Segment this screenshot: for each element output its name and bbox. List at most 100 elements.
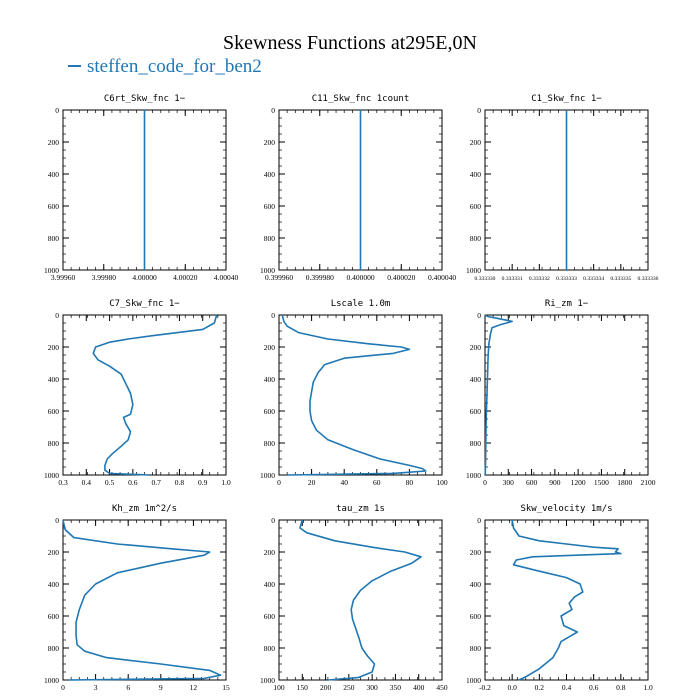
y-tick-label: 0 (55, 106, 59, 115)
plot-panel-3: C7_Skw_fnc 1− 0.3 0.4 0.5 0.6 0.7 0.8 0.9 1.0 0 20… (44, 299, 231, 487)
y-tick-label: 0 (271, 106, 275, 115)
x-tick-label: 2100 (641, 478, 656, 487)
y-tick-label: 1000 (44, 676, 59, 685)
plot-title: Kh_zm 1m^2/s (112, 504, 177, 514)
plot-title: C6rt_Skw_fnc 1− (104, 94, 186, 104)
y-tick-label: 1000 (260, 266, 275, 275)
x-tick-label: 0.333334 (583, 276, 604, 282)
x-tick-label: 400 (413, 683, 425, 692)
y-tick-label: 200 (470, 138, 482, 147)
series-line (92, 314, 218, 476)
plot-title: Lscale 1.0m (331, 299, 391, 309)
y-tick-label: 1000 (466, 676, 481, 685)
series-line (484, 314, 513, 476)
x-tick-label: 60 (373, 478, 381, 487)
y-tick-label: 400 (470, 580, 482, 589)
x-tick-label: 3.99960 (51, 273, 76, 282)
x-tick-label: 0.399960 (265, 273, 293, 282)
y-tick-label: 0 (55, 516, 59, 525)
x-tick-label: 450 (436, 683, 448, 692)
y-tick-label: 600 (264, 612, 276, 621)
y-tick-label: 200 (470, 548, 482, 557)
series-line (299, 519, 422, 681)
y-tick-label: 800 (470, 644, 482, 653)
x-tick-label: 9 (159, 683, 163, 692)
x-tick-label: 350 (390, 683, 402, 692)
x-tick-label: 0.0 (507, 683, 517, 692)
x-tick-label: 0.333331 (502, 276, 523, 282)
y-tick-label: 600 (470, 407, 482, 416)
y-tick-label: 0 (271, 311, 275, 320)
series-line (281, 314, 427, 476)
x-tick-label: 15 (222, 683, 230, 692)
legend: steffen_code_for_ben2 (68, 56, 262, 78)
y-tick-label: 800 (264, 234, 276, 243)
x-tick-label: 40 (340, 478, 348, 487)
plot-panel-1: C11_Skw_fnc 1count 0.399960 0.399980 0.4000… (260, 94, 456, 282)
x-tick-label: 0 (483, 478, 487, 487)
plot-panel-5: Ri_zm 1− 0 300 600 900 1200 1500 1800 2100 0 200 40… (466, 299, 656, 487)
x-tick-label: 0.4 (82, 478, 92, 487)
y-tick-label: 600 (470, 202, 482, 211)
y-tick-label: 1000 (260, 676, 275, 685)
y-tick-label: 800 (470, 234, 482, 243)
x-tick-label: 250 (343, 683, 355, 692)
x-tick-label: 3.99980 (92, 273, 117, 282)
x-tick-label: 4.00000 (132, 273, 157, 282)
x-tick-label: 6 (126, 683, 130, 692)
y-tick-label: 200 (48, 343, 60, 352)
x-tick-label: 0 (61, 683, 65, 692)
x-tick-label: 0.400040 (428, 273, 456, 282)
y-tick-label: 200 (264, 343, 276, 352)
x-tick-label: 0.6 (128, 478, 138, 487)
y-tick-label: 600 (470, 612, 482, 621)
y-tick-label: 800 (48, 234, 60, 243)
y-tick-label: 600 (48, 407, 60, 416)
plot-frame (278, 314, 443, 476)
y-tick-label: 200 (264, 548, 276, 557)
x-tick-label: 0.5 (105, 478, 115, 487)
x-tick-label: 3 (94, 683, 98, 692)
y-tick-label: 800 (48, 644, 60, 653)
x-tick-label: 1200 (571, 478, 586, 487)
y-tick-label: 200 (264, 138, 276, 147)
y-tick-label: 800 (470, 439, 482, 448)
x-tick-label: 0.399980 (306, 273, 334, 282)
y-tick-label: 0 (477, 106, 481, 115)
plot-title: Skw_velocity 1m/s (520, 504, 612, 514)
y-tick-label: 400 (470, 170, 482, 179)
y-tick-label: 1000 (466, 266, 481, 275)
series-line (62, 519, 222, 681)
x-tick-label: 1500 (594, 478, 609, 487)
x-tick-label: 0.4 (562, 683, 572, 692)
x-tick-label: 0.7 (151, 478, 161, 487)
y-tick-label: 800 (264, 644, 276, 653)
y-tick-label: 200 (470, 343, 482, 352)
y-tick-label: 0 (477, 311, 481, 320)
plot-frame (484, 314, 649, 476)
x-tick-label: 20 (308, 478, 316, 487)
plot-panel-8: Skw_velocity 1m/s -0.2 0.0 0.2 0.4 0.6 0.8 1.0 0… (466, 504, 653, 692)
y-tick-label: 0 (477, 516, 481, 525)
plot-panel-0: C6rt_Skw_fnc 1− 3.99960 3.99980 4.00000 4.00… (44, 94, 238, 282)
y-tick-label: 200 (48, 548, 60, 557)
x-tick-label: 0.400000 (346, 273, 374, 282)
x-tick-label: 0.333333 (556, 276, 577, 282)
y-tick-label: 800 (264, 439, 276, 448)
x-tick-label: 100 (273, 683, 285, 692)
plot-title: Ri_zm 1− (545, 299, 589, 309)
x-tick-label: 1.0 (221, 478, 231, 487)
legend-label: steffen_code_for_ben2 (87, 56, 262, 77)
y-tick-label: 0 (55, 311, 59, 320)
x-tick-label: 600 (526, 478, 538, 487)
y-tick-label: 400 (264, 580, 276, 589)
x-tick-label: 4.00040 (214, 273, 239, 282)
x-tick-label: 80 (406, 478, 414, 487)
plot-title: tau_zm 1s (336, 504, 385, 514)
x-tick-label: 300 (367, 683, 379, 692)
y-tick-label: 800 (48, 439, 60, 448)
x-tick-label: 0.333335 (610, 276, 631, 282)
legend-line-swatch (68, 64, 81, 67)
y-tick-label: 1000 (260, 471, 275, 480)
